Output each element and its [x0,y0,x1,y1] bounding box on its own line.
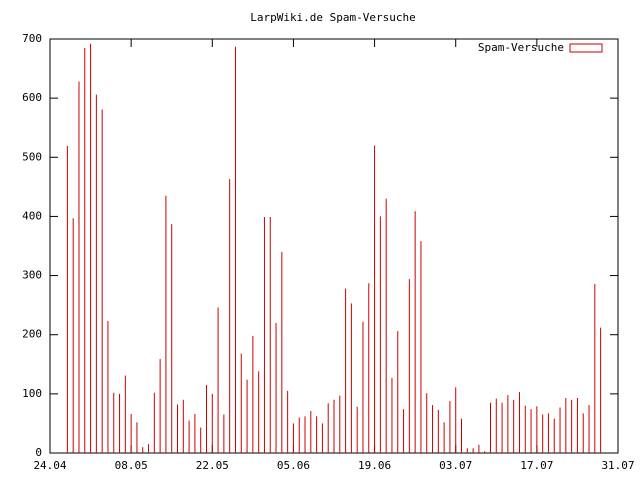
x-tick-label: 03.07 [439,459,472,472]
y-tick-label: 200 [22,328,42,341]
y-tick-label: 100 [22,387,42,400]
chart-title: LarpWiki.de Spam-Versuche [250,11,416,24]
legend-label: Spam-Versuche [478,41,564,54]
x-tick-label: 05.06 [277,459,310,472]
x-tick-label: 24.04 [33,459,66,472]
y-tick-label: 500 [22,150,42,163]
y-tick-label: 0 [35,446,42,459]
x-tick-label: 31.07 [601,459,634,472]
x-tick-label: 08.05 [115,459,148,472]
y-tick-label: 700 [22,32,42,45]
y-tick-label: 400 [22,209,42,222]
x-tick-label: 17.07 [520,459,553,472]
y-tick-label: 300 [22,269,42,282]
x-tick-label: 19.06 [358,459,391,472]
x-tick-label: 22.05 [196,459,229,472]
legend-swatch [569,43,603,53]
y-tick-label: 600 [22,91,42,104]
